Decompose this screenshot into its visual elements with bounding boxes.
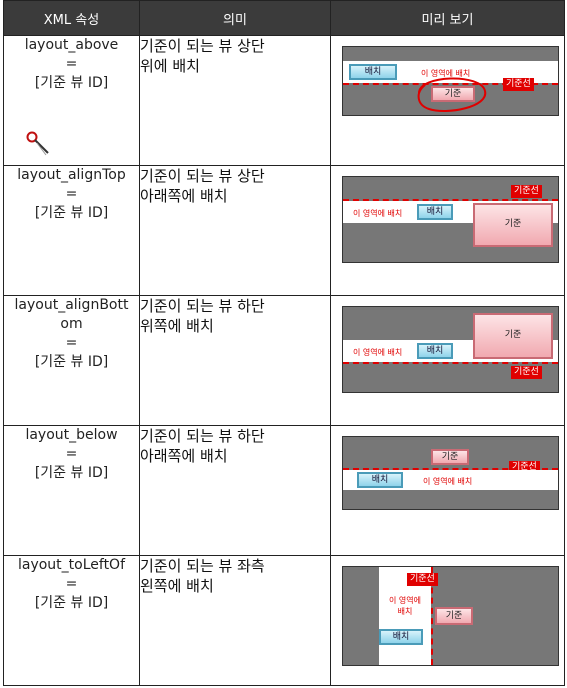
meaning-line: 아래쪽에 배치: [140, 447, 228, 465]
magnifier-cursor-icon: [26, 131, 49, 156]
attr-line: [기준 뷰 ID]: [34, 354, 109, 370]
baseline-tag: 기준선: [511, 185, 542, 198]
placed-view: 배치: [357, 472, 403, 488]
zone-label-line: 이 영역에: [389, 596, 421, 605]
meaning-line: 기준이 되는 뷰 상단: [140, 37, 265, 55]
attr-line: =: [65, 576, 78, 592]
baseline: [431, 567, 433, 665]
zone-label-line: 배치: [397, 607, 413, 616]
meaning-cell: 기준이 되는 뷰 상단 위에 배치: [139, 35, 331, 166]
meaning-line: 아래쪽에 배치: [140, 187, 228, 205]
attr-cell: layout_above = [기준 뷰 ID]: [3, 35, 140, 166]
preview-diagram: 기준 기준선 배치 이 영역에 배치: [342, 436, 559, 510]
baseline: [343, 362, 558, 364]
attr-cell: layout_below = [기준 뷰 ID]: [3, 425, 140, 556]
meaning-line: 기준이 되는 뷰 하단: [140, 427, 265, 445]
attr-line: layout_alignBott: [14, 297, 129, 313]
header-preview: 미리 보기: [330, 0, 565, 36]
meaning-line: 기준이 되는 뷰 좌측: [140, 557, 265, 575]
attr-line: layout_above: [24, 37, 119, 53]
preview-cell: 기준선 이 영역에 배치 배치 기준: [330, 165, 565, 296]
attr-line: =: [65, 56, 78, 72]
highlight-circle-icon: [417, 77, 487, 112]
anchor-view: 기준: [431, 449, 469, 465]
table-row: layout_toLeftOf = [기준 뷰 ID] 기준이 되는 뷰 좌측 …: [3, 555, 565, 686]
attr-line: =: [65, 446, 78, 462]
anchor-view: 기준: [473, 203, 553, 247]
baseline-tag: 기준선: [407, 573, 438, 586]
attr-line: =: [65, 335, 78, 351]
meaning-line: 왼쪽에 배치: [140, 577, 214, 595]
meaning-cell: 기준이 되는 뷰 좌측 왼쪽에 배치: [139, 555, 331, 686]
header-meaning: 의미: [139, 0, 331, 36]
attributes-table: XML 속성 의미 미리 보기 layout_above = [기준 뷰 ID]…: [3, 0, 565, 686]
attr-cell: layout_toLeftOf = [기준 뷰 ID]: [3, 555, 140, 686]
zone-label: 이 영역에 배치: [353, 209, 403, 218]
anchor-view: 기준: [435, 607, 473, 625]
attr-line: layout_below: [25, 427, 118, 443]
attr-cell: layout_alignTop = [기준 뷰 ID]: [3, 165, 140, 296]
zone-label: 이 영역에 배치: [423, 477, 473, 486]
meaning-line: 기준이 되는 뷰 하단: [140, 297, 265, 315]
table-row: layout_alignTop = [기준 뷰 ID] 기준이 되는 뷰 상단 …: [3, 165, 565, 296]
attr-line: layout_alignTop: [17, 167, 126, 183]
attr-line: [기준 뷰 ID]: [34, 75, 109, 91]
meaning-cell: 기준이 되는 뷰 상단 아래쪽에 배치: [139, 165, 331, 296]
attr-line: layout_toLeftOf: [17, 557, 126, 573]
baseline: [343, 468, 558, 470]
attr-line: [기준 뷰 ID]: [34, 205, 109, 221]
table-row: layout_above = [기준 뷰 ID] 기준이 되는 뷰 상단 위에 …: [3, 35, 565, 166]
anchor-view: 기준: [473, 313, 553, 359]
meaning-line: 위에 배치: [140, 57, 200, 75]
preview-cell: 배치 이 영역에 배치 기준 기준선: [330, 35, 565, 166]
table-row: layout_alignBott om = [기준 뷰 ID] 기준이 되는 뷰…: [3, 295, 565, 426]
placed-view: 배치: [417, 343, 453, 359]
attr-cell: layout_alignBott om = [기준 뷰 ID]: [3, 295, 140, 426]
zone-label: 이 영역에 배치: [421, 69, 471, 78]
preview-cell: 기준 기준선 배치 이 영역에 배치: [330, 425, 565, 556]
placed-view: 배치: [417, 204, 453, 220]
baseline-tag: 기준선: [511, 366, 542, 379]
preview-diagram: 기준선 이 영역에 배치 배치 기준: [342, 176, 559, 263]
meaning-line: 기준이 되는 뷰 상단: [140, 167, 265, 185]
baseline: [343, 199, 558, 201]
placed-view: 배치: [349, 64, 397, 80]
preview-diagram: 배치 이 영역에 배치 기준 기준선: [342, 46, 559, 116]
meaning-cell: 기준이 되는 뷰 하단 아래쪽에 배치: [139, 425, 331, 556]
preview-cell: 기준선 이 영역에 배치 배치 기준: [330, 555, 565, 686]
attr-line: om: [60, 316, 83, 332]
preview-cell: 기준 이 영역에 배치 배치 기준선: [330, 295, 565, 426]
attr-line: [기준 뷰 ID]: [34, 595, 109, 611]
attr-line: [기준 뷰 ID]: [34, 465, 109, 481]
baseline: [343, 83, 558, 85]
attr-line: =: [65, 186, 78, 202]
preview-diagram: 기준 이 영역에 배치 배치 기준선: [342, 306, 559, 393]
placed-view: 배치: [379, 629, 423, 645]
header-row: XML 속성 의미 미리 보기: [3, 0, 565, 36]
anchor-view: 기준: [431, 86, 475, 102]
zone-label: 이 영역에 배치: [383, 595, 427, 617]
meaning-cell: 기준이 되는 뷰 하단 위쪽에 배치: [139, 295, 331, 426]
table-row: layout_below = [기준 뷰 ID] 기준이 되는 뷰 하단 아래쪽…: [3, 425, 565, 556]
meaning-line: 위쪽에 배치: [140, 317, 214, 335]
preview-diagram: 기준선 이 영역에 배치 배치 기준: [342, 566, 559, 666]
baseline-tag: 기준선: [503, 78, 534, 91]
zone-label: 이 영역에 배치: [353, 348, 403, 357]
header-attribute: XML 속성: [3, 0, 140, 36]
